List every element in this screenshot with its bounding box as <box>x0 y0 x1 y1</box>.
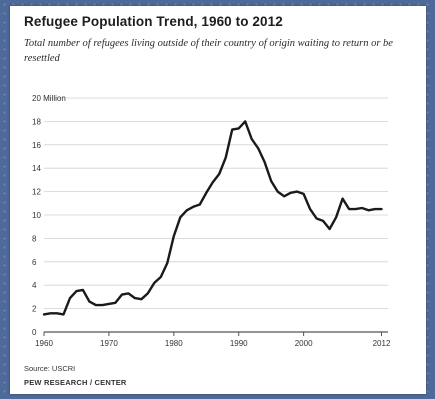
y-tick-label: 6 <box>32 258 37 267</box>
series-line <box>42 120 383 316</box>
publisher-credit: PEW RESEARCH / CENTER <box>24 378 127 387</box>
x-tick-label: 1960 <box>35 339 53 348</box>
y-tick-label: 18 <box>32 117 41 126</box>
y-tick-label: 4 <box>32 281 37 290</box>
x-tick-label: 2000 <box>295 339 313 348</box>
series-layer <box>42 120 383 316</box>
y-tick-label: 12 <box>32 188 41 197</box>
y-tick-label: 2 <box>32 305 37 314</box>
chart-title: Refugee Population Trend, 1960 to 2012 <box>24 14 283 29</box>
y-tick-label: 8 <box>32 234 37 243</box>
x-axis: 1960 1970 1980 1990 2000 2012 <box>35 332 391 348</box>
y-tick-label: 16 <box>32 141 41 150</box>
y-tick-label: 10 <box>32 211 41 220</box>
y-axis: 20 Million 18 16 14 12 10 8 6 4 2 0 <box>32 94 66 337</box>
x-tick-label: 1990 <box>230 339 248 348</box>
chart-card: Refugee Population Trend, 1960 to 2012 T… <box>10 6 426 394</box>
x-tick-label: 1980 <box>165 339 183 348</box>
chart-subtitle: Total number of refugees living outside … <box>24 38 393 64</box>
y-tick-label: 14 <box>32 164 41 173</box>
x-tick-label: 1970 <box>100 339 118 348</box>
source-note: Source: USCRI <box>24 364 76 373</box>
gridlines <box>44 97 388 333</box>
x-tick-label: 2012 <box>373 339 391 348</box>
y-tick-label: 20 Million <box>32 94 66 103</box>
y-tick-label: 0 <box>32 328 37 337</box>
